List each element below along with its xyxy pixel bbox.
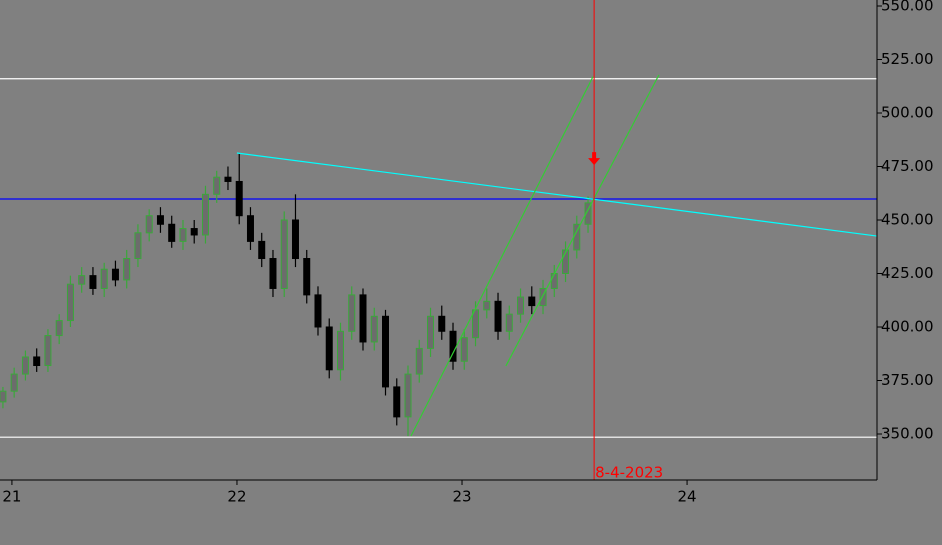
candle-body: [0, 390, 7, 403]
candle-body: [190, 228, 198, 236]
candle-body: [134, 232, 142, 260]
candle-body: [539, 287, 547, 307]
y-tick-label: 550.00: [881, 0, 934, 14]
candle-body: [528, 296, 536, 307]
candle-body: [382, 315, 390, 388]
candle-body: [336, 330, 344, 371]
candle-body: [584, 202, 592, 225]
candle-body: [348, 294, 356, 332]
candle-body: [404, 373, 412, 418]
y-tick-label: 450.00: [881, 210, 934, 228]
y-tick-label: 350.00: [881, 424, 934, 442]
candle-body: [460, 337, 468, 362]
candle-body: [21, 356, 29, 375]
candle-body: [66, 283, 74, 322]
trend-line: [505, 74, 660, 367]
candle-body: [201, 193, 209, 236]
candle-body: [33, 356, 41, 367]
plot-area: [0, 0, 878, 480]
candle-body: [123, 258, 131, 281]
candle-body: [168, 223, 176, 242]
x-tick-label: 23: [452, 488, 471, 506]
candle-body: [213, 176, 221, 195]
candle-body: [258, 240, 266, 260]
y-tick-label: 375.00: [881, 371, 934, 389]
candle-body: [55, 320, 63, 337]
y-tick-label: 425.00: [881, 264, 934, 282]
y-tick-label: 475.00: [881, 157, 934, 175]
candle-body: [156, 215, 164, 225]
candle-body: [269, 258, 277, 289]
candle-body: [325, 326, 333, 371]
candle-body: [359, 294, 367, 343]
trend-line: [410, 76, 594, 437]
candle-body: [483, 300, 491, 311]
candle-body: [517, 296, 525, 315]
y-tick-label: 525.00: [881, 50, 934, 68]
x-tick-label: 24: [678, 488, 697, 506]
candle-body: [291, 219, 299, 260]
candle-body: [505, 313, 513, 332]
candle-body: [78, 275, 86, 285]
candle-body: [235, 180, 243, 217]
candle-body: [303, 258, 311, 296]
y-tick-label: 400.00: [881, 317, 934, 335]
signal-arrow: [588, 152, 601, 166]
candle-body: [393, 386, 401, 418]
trend-line: [236, 152, 878, 237]
candle-body: [89, 275, 97, 289]
candle-body: [145, 215, 153, 234]
candle-body: [111, 268, 119, 281]
candle-body: [10, 373, 18, 392]
candle-body: [438, 315, 446, 332]
y-tick-label: 500.00: [881, 103, 934, 121]
x-tick-label: 22: [227, 488, 246, 506]
candle-body: [246, 215, 254, 242]
candle-body: [370, 315, 378, 343]
candle-body: [224, 176, 232, 182]
candle-body: [44, 335, 52, 367]
candle-body: [179, 228, 187, 242]
candle-body: [100, 268, 108, 289]
candle-body: [427, 315, 435, 349]
candle-body: [314, 294, 322, 328]
candle-body: [562, 249, 570, 274]
candle-body: [280, 219, 288, 289]
candle-body: [415, 347, 423, 375]
x-tick-label: 21: [2, 488, 21, 506]
candle-body: [550, 272, 558, 289]
date-marker-label: 8-4-2023: [595, 464, 663, 482]
candle-body: [494, 300, 502, 332]
